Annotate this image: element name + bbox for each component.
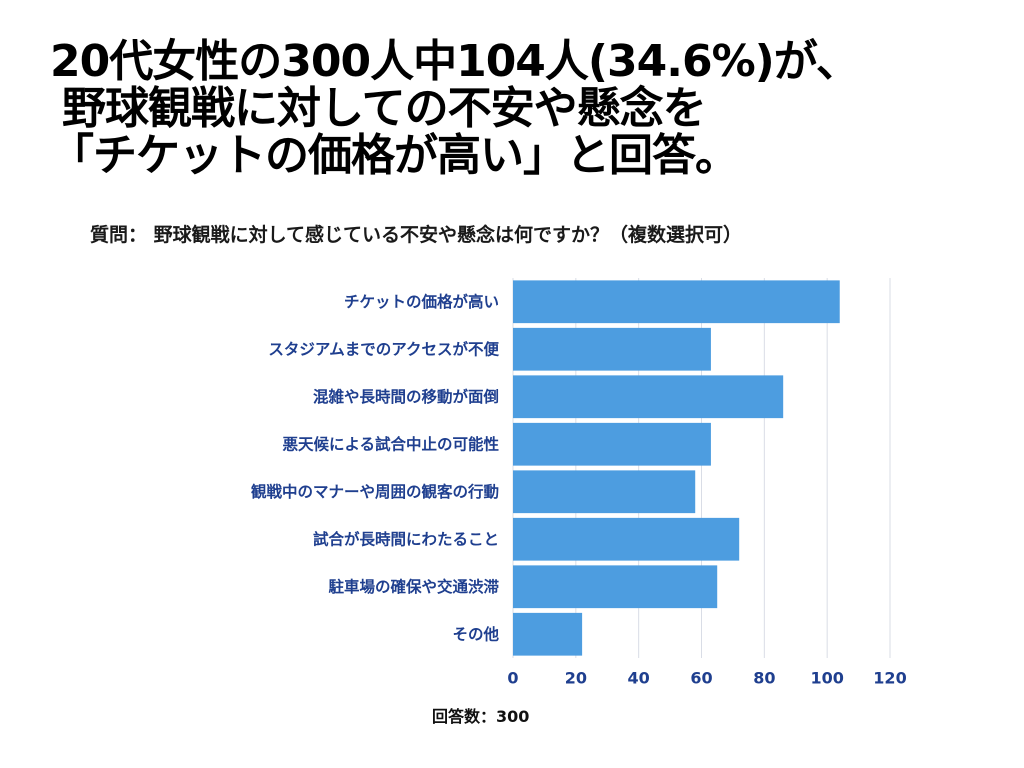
x-tick-label: 120 — [873, 669, 906, 688]
bar — [513, 470, 696, 514]
headline-line-2: 野球観戦に対しての不安や懸念を — [62, 83, 707, 134]
category-label: その他 — [452, 624, 499, 643]
headline: 20代女性の300人中104人(34.6%)が、 野球観戦に対しての不安や懸念を… — [0, 0, 1024, 200]
x-tick-label: 0 — [507, 669, 518, 688]
x-tick-label: 60 — [690, 669, 712, 688]
x-tick-label: 20 — [565, 669, 587, 688]
category-label: 観戦中のマナーや周囲の観客の行動 — [251, 482, 499, 501]
bar — [513, 565, 718, 609]
category-label: チケットの価格が高い — [344, 292, 499, 311]
bar — [513, 517, 740, 561]
x-tick-label: 40 — [628, 669, 650, 688]
x-tick-label: 80 — [753, 669, 775, 688]
response-count: 回答数：300 — [432, 707, 530, 726]
bar — [513, 375, 784, 419]
category-label: 混雑や長時間の移動が面倒 — [313, 387, 499, 406]
headline-line-3: 「チケットの価格が高い」と回答。 — [50, 130, 739, 181]
bar — [513, 280, 840, 324]
category-label: 駐車場の確保や交通渋滞 — [328, 577, 499, 596]
category-label: 悪天候による試合中止の可能性 — [282, 434, 499, 453]
bar — [513, 612, 583, 656]
bar — [513, 327, 711, 371]
headline-line-1: 20代女性の300人中104人(34.6%)が、 — [50, 36, 860, 87]
bar — [513, 422, 711, 466]
category-label: スタジアムまでのアクセスが不便 — [268, 339, 499, 358]
x-tick-label: 100 — [810, 669, 843, 688]
category-label: 試合が長時間にわたること — [313, 529, 499, 548]
survey-question: 質問： 野球観戦に対して感じている不安や懸念は何ですか？（複数選択可） — [90, 224, 743, 246]
